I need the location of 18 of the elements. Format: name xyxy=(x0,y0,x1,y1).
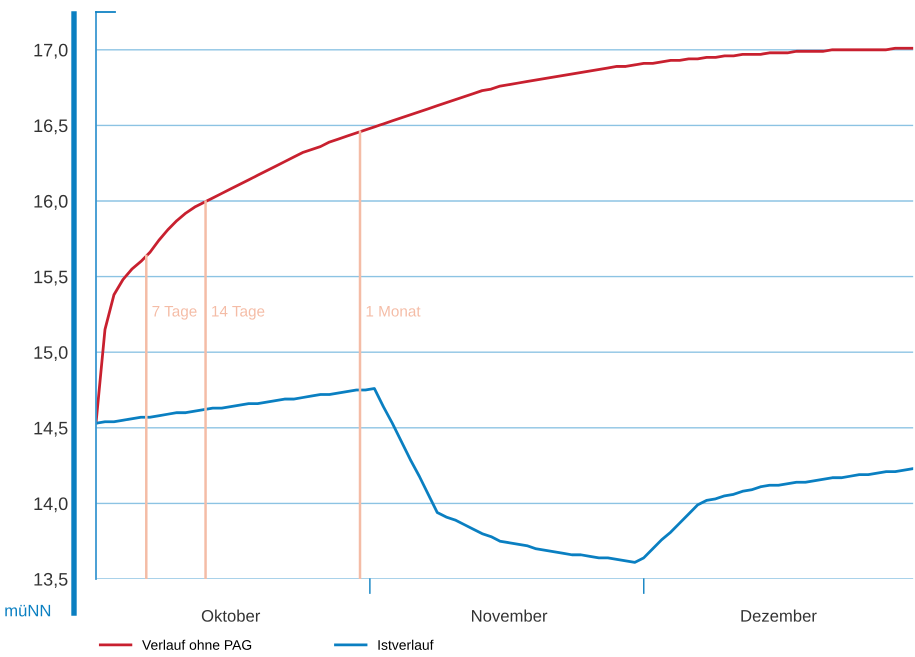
x-tick-label: Dezember xyxy=(741,610,817,622)
y-axis-title: müNN xyxy=(5,604,50,616)
y-tick-label: 14,5 xyxy=(34,422,68,437)
y-tick-label: 16,0 xyxy=(34,194,68,210)
x-tick-label: Oktober xyxy=(202,610,260,622)
y-tick-label: 16,5 xyxy=(34,119,68,134)
y-tick-label: 14,0 xyxy=(34,497,68,512)
annotation: 1 Monat xyxy=(366,306,420,317)
line-series xyxy=(96,387,914,564)
annotation: 7 Tage xyxy=(152,306,197,320)
annotation: 14 Tage xyxy=(212,306,264,320)
legend-label: Istverlauf xyxy=(378,640,434,650)
y-tick-label: 17,0 xyxy=(34,44,68,59)
x-tick-label: November xyxy=(472,610,548,622)
y-tick-label: 15,0 xyxy=(34,346,68,362)
y-tick-label: 15,5 xyxy=(34,270,68,286)
legend-label: Verlauf ohne PAG xyxy=(142,640,252,650)
y-tick-label: 13,5 xyxy=(34,572,68,588)
